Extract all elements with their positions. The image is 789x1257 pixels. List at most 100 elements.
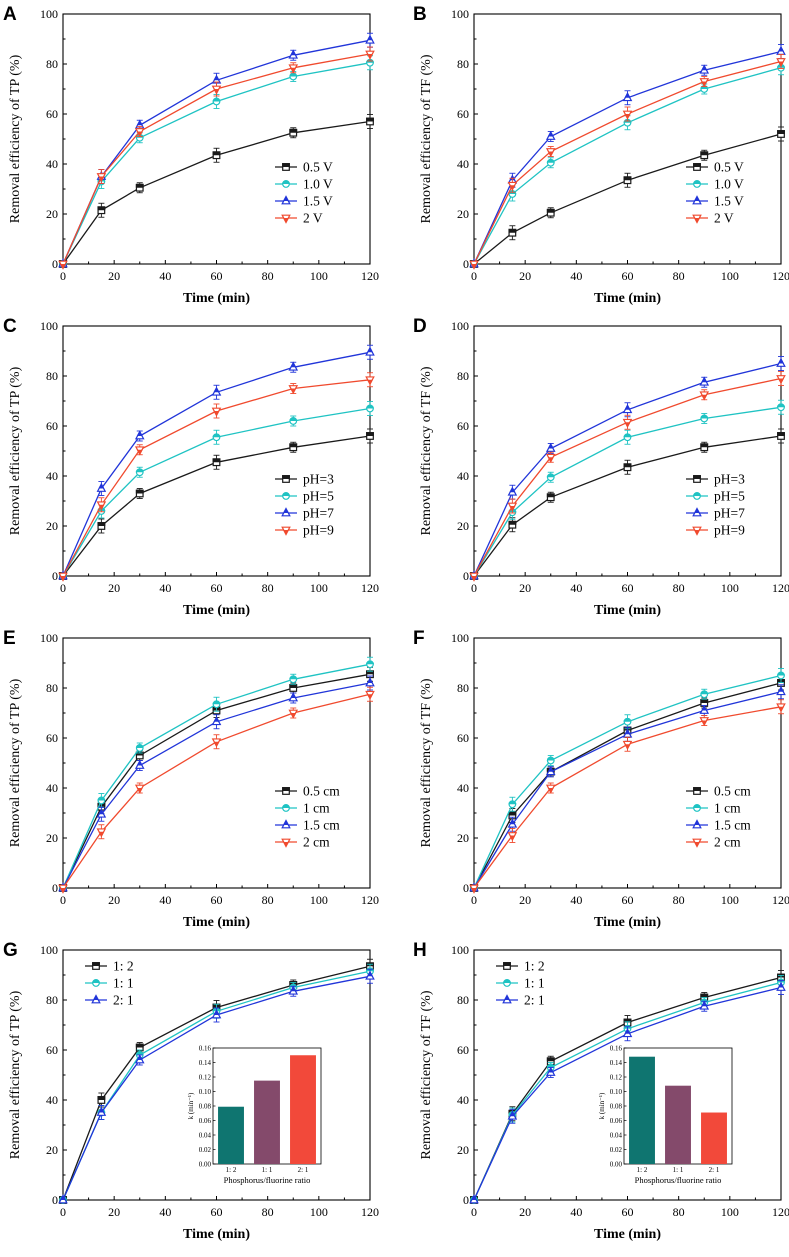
legend-marker bbox=[692, 526, 702, 536]
x-tick-label: 100 bbox=[721, 1205, 739, 1219]
legend-marker bbox=[281, 526, 291, 536]
series-1-0-v bbox=[470, 60, 785, 268]
data-point-fill bbox=[778, 378, 784, 385]
x-tick-label: 20 bbox=[519, 269, 531, 283]
legend-label: pH=5 bbox=[714, 489, 745, 504]
panel-f: F 0 20 40 60 80 100 0 20 40 60 80 100 120 Time (min) Re… bbox=[413, 628, 789, 930]
x-tick-label: 80 bbox=[262, 581, 274, 595]
x-tick-label: 100 bbox=[310, 893, 328, 907]
inset-y-tick-label: 0.08 bbox=[199, 1102, 212, 1110]
data-point-fill bbox=[546, 208, 555, 213]
y-tick-label: 0 bbox=[52, 881, 58, 895]
legend: 0.5 V 1.0 V 1.5 V 2 V bbox=[275, 160, 333, 226]
legend: 0.5 cm 1 cm 1.5 cm 2 cm bbox=[686, 784, 751, 850]
data-point bbox=[776, 45, 786, 55]
y-tick-label: 80 bbox=[457, 369, 469, 383]
legend-marker bbox=[693, 163, 701, 171]
legend: pH=3 pH=5 pH=7 pH=9 bbox=[686, 472, 745, 538]
x-tick-label: 100 bbox=[310, 269, 328, 283]
y-tick-label: 40 bbox=[46, 157, 58, 171]
data-point bbox=[289, 72, 298, 81]
data-point bbox=[469, 260, 479, 270]
data-point-fill bbox=[624, 92, 631, 98]
series-line bbox=[473, 406, 782, 577]
inset-x-tick-label: 1: 1 bbox=[673, 1166, 684, 1174]
inset-y-tick-label: 0.16 bbox=[610, 1044, 623, 1052]
inset-x-tick-label: 1: 2 bbox=[637, 1166, 648, 1174]
series-2-v bbox=[58, 46, 375, 270]
legend-label: 1.5 cm bbox=[714, 818, 751, 833]
data-point bbox=[96, 501, 107, 511]
data-point bbox=[97, 796, 106, 805]
inset-y-axis-label: k (min⁻¹) bbox=[187, 1092, 195, 1119]
data-point bbox=[776, 58, 786, 68]
data-point bbox=[777, 403, 785, 412]
y-tick-label: 40 bbox=[457, 469, 469, 483]
data-point-fill bbox=[97, 206, 106, 211]
data-point-fill bbox=[778, 61, 784, 68]
data-point bbox=[96, 482, 107, 492]
data-point-fill bbox=[98, 831, 105, 838]
series-0-5-v bbox=[59, 114, 374, 268]
data-point bbox=[545, 148, 556, 158]
data-point-fill bbox=[135, 489, 144, 494]
series-line bbox=[62, 693, 371, 889]
data-point-fill bbox=[367, 694, 373, 700]
x-tick-label: 80 bbox=[673, 269, 685, 283]
data-point-fill bbox=[508, 800, 517, 805]
data-point bbox=[700, 690, 709, 699]
data-point-fill bbox=[212, 700, 221, 705]
y-tick-label: 80 bbox=[46, 993, 58, 1007]
data-point bbox=[212, 433, 221, 442]
legend-label: 1: 2 bbox=[113, 959, 134, 974]
y-tick-label: 60 bbox=[457, 731, 469, 745]
plot-frame bbox=[473, 325, 782, 577]
inset-bar bbox=[629, 1056, 655, 1164]
data-point-fill bbox=[97, 522, 106, 526]
series-line bbox=[473, 674, 782, 889]
data-point bbox=[546, 756, 555, 765]
data-point-fill bbox=[136, 1054, 143, 1060]
data-point-fill bbox=[777, 432, 785, 436]
y-tick-label: 100 bbox=[451, 7, 469, 21]
legend-label: 0.5 V bbox=[714, 160, 744, 175]
data-point-fill bbox=[136, 131, 143, 138]
data-point bbox=[135, 489, 144, 498]
data-point-fill bbox=[547, 442, 554, 449]
x-tick-label: 0 bbox=[60, 269, 66, 283]
x-tick-label: 40 bbox=[570, 893, 582, 907]
series-2-v bbox=[469, 54, 786, 270]
data-point bbox=[777, 432, 785, 440]
panel-a: A 0 20 40 60 80 100 0 20 40 60 80 100 120 Time (min) Re… bbox=[3, 4, 379, 306]
series-1-5-cm bbox=[469, 684, 786, 892]
y-tick-label: 60 bbox=[457, 107, 469, 121]
data-point bbox=[211, 386, 222, 396]
inset-y-tick-label: 0.06 bbox=[199, 1117, 212, 1125]
panel-letter: A bbox=[3, 4, 17, 25]
data-point-fill bbox=[136, 759, 143, 766]
y-tick-label: 20 bbox=[46, 207, 58, 221]
data-point bbox=[366, 117, 374, 126]
data-point bbox=[622, 740, 633, 750]
x-tick-label: 60 bbox=[211, 581, 223, 595]
y-tick-label: 20 bbox=[46, 519, 58, 533]
data-point bbox=[699, 64, 710, 74]
data-point-fill bbox=[700, 443, 709, 448]
legend-marker-fill bbox=[283, 195, 289, 201]
legend-marker-fill bbox=[282, 787, 290, 791]
series-line bbox=[473, 435, 782, 577]
y-tick-label: 100 bbox=[451, 631, 469, 645]
data-point-fill bbox=[367, 970, 373, 977]
inset-y-tick-label: 0.14 bbox=[199, 1059, 212, 1067]
data-point-fill bbox=[777, 403, 785, 408]
legend-marker-fill bbox=[693, 492, 701, 496]
legend-marker-fill bbox=[283, 530, 289, 536]
panel-letter: D bbox=[413, 316, 427, 337]
x-tick-label: 0 bbox=[471, 1205, 477, 1219]
legend-label: 2: 1 bbox=[113, 993, 134, 1008]
legend-marker-fill bbox=[282, 180, 290, 184]
data-point bbox=[699, 391, 710, 401]
data-point-fill bbox=[547, 457, 554, 463]
legend-marker-fill bbox=[693, 787, 701, 791]
